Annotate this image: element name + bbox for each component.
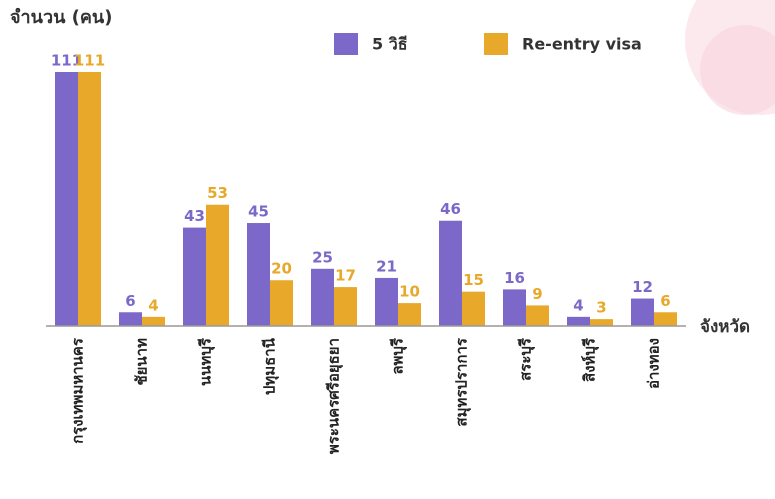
x-tick-label: นนทบุรี (197, 337, 216, 386)
value-label: 45 (248, 203, 269, 221)
bar (503, 289, 526, 326)
x-tick-label: สิงห์บุรี (581, 337, 600, 382)
bar (78, 72, 101, 326)
value-label: 20 (271, 260, 292, 278)
bar (439, 220, 462, 326)
value-label: 53 (207, 184, 228, 202)
bar (311, 268, 334, 326)
x-tick-label: สมุทรปราการ (453, 337, 472, 426)
value-label: 10 (399, 283, 420, 301)
x-tick-label: อ่างทอง (645, 338, 663, 389)
value-label: 6 (660, 292, 670, 310)
value-label: 12 (632, 278, 653, 296)
x-tick-label: ชัยนาท (133, 338, 151, 386)
bar (567, 316, 590, 326)
legend-swatch (334, 33, 358, 55)
value-label: 43 (184, 207, 205, 225)
bar (247, 223, 270, 326)
bar (119, 312, 142, 326)
bar (462, 291, 485, 326)
y-axis-label: จำนวน (คน) (10, 7, 112, 28)
value-label: 21 (376, 257, 397, 275)
bar (206, 204, 229, 326)
bar (334, 287, 357, 326)
bar (375, 277, 398, 326)
value-label: 4 (573, 296, 583, 314)
value-label: 17 (335, 267, 356, 285)
bar (631, 298, 654, 326)
bar (270, 280, 293, 326)
bar (526, 305, 549, 326)
legend-swatch (484, 33, 508, 55)
legend-label: 5 วิธี (372, 35, 407, 54)
x-tick-label: กรุงเทพมหานคร (69, 337, 88, 444)
value-label: 4 (148, 296, 158, 314)
value-label: 3 (596, 299, 606, 317)
value-label: 9 (532, 285, 542, 303)
x-tick-label: พระนครศรีอยุธยา (325, 338, 344, 454)
x-tick-label: สระบุรี (517, 337, 536, 381)
value-label: 46 (440, 200, 461, 218)
value-label: 16 (504, 269, 525, 287)
x-axis-label: จังหวัด (700, 317, 750, 337)
bar (142, 316, 165, 326)
value-label: 15 (463, 271, 484, 289)
bar (654, 312, 677, 326)
bar (55, 72, 78, 326)
value-label: 6 (125, 292, 135, 310)
x-tick-label: ลพบุรี (389, 337, 408, 375)
background-decoration (685, 0, 775, 115)
bar (590, 319, 613, 326)
bar (183, 227, 206, 326)
value-label: 111 (74, 52, 105, 70)
value-label: 25 (312, 248, 333, 266)
value-label: 111 (51, 52, 82, 70)
x-tick-label: ปทุมธานี (261, 337, 280, 395)
legend-label: Re-entry visa (522, 35, 642, 54)
bar (398, 303, 421, 326)
